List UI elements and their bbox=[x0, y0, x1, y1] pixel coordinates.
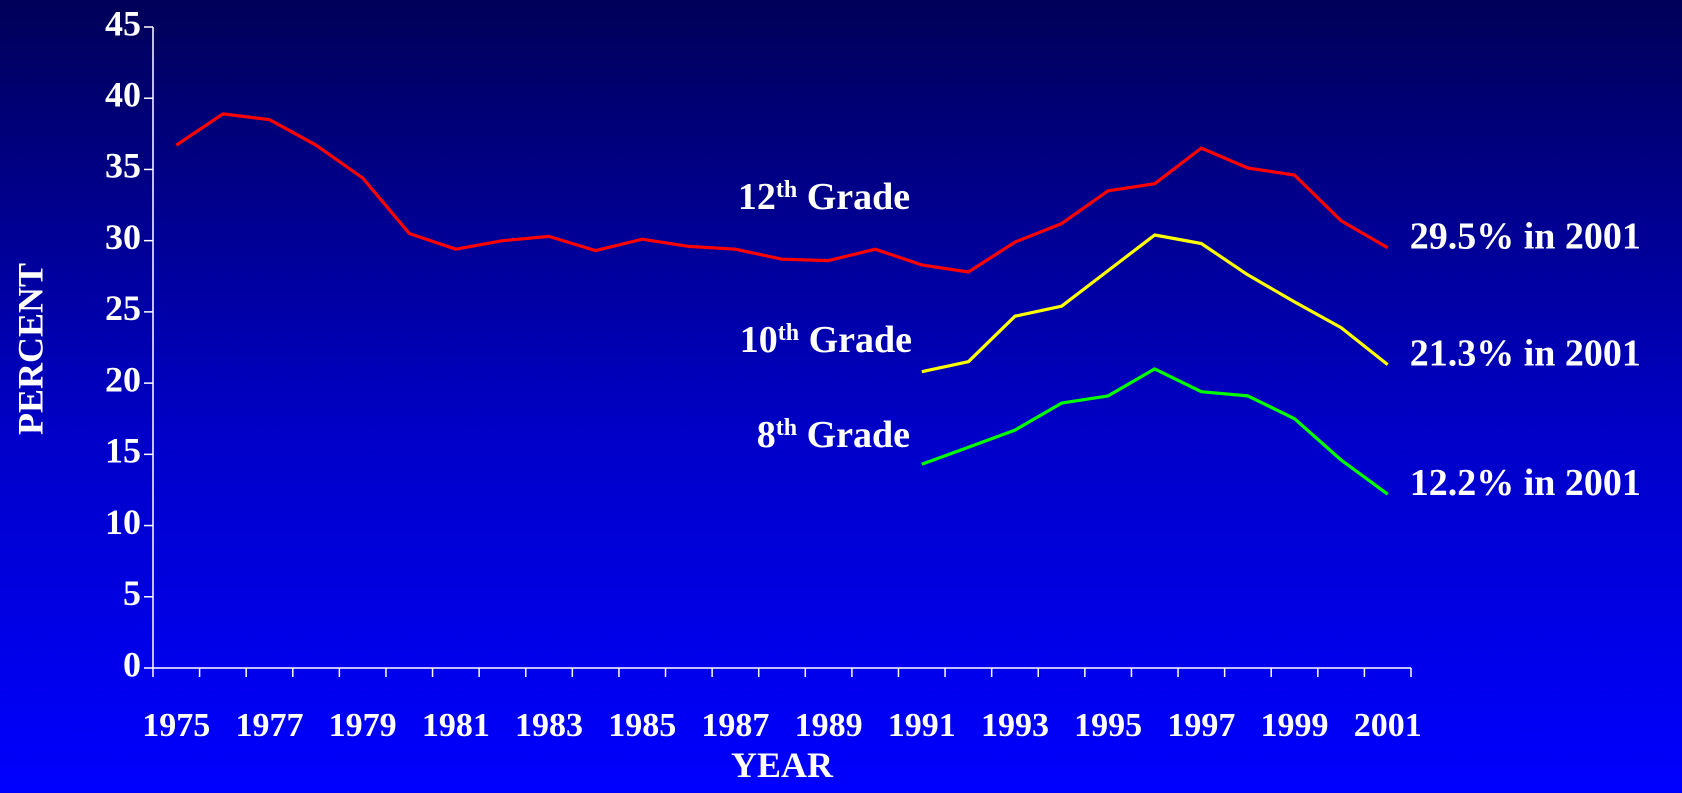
y-tick-label: 10 bbox=[105, 502, 141, 542]
x-tick-label: 1981 bbox=[422, 707, 490, 744]
x-tick-label: 1997 bbox=[1167, 707, 1235, 744]
x-axis-title: YEAR bbox=[731, 745, 834, 785]
x-tick-label: 1975 bbox=[142, 707, 210, 744]
series-label: 8th Grade bbox=[757, 414, 910, 456]
series-line bbox=[921, 367, 1389, 496]
y-tick-label: 35 bbox=[105, 146, 141, 186]
x-tick-label: 1979 bbox=[329, 707, 397, 744]
end-annotation: 12.2% in 2001 bbox=[1410, 462, 1641, 504]
series-line bbox=[921, 233, 1389, 374]
end-annotation: 21.3% in 2001 bbox=[1410, 332, 1641, 374]
x-tick-label: 1991 bbox=[888, 707, 956, 744]
x-tick-label: 1999 bbox=[1261, 707, 1329, 744]
x-tick-label: 2001 bbox=[1354, 707, 1422, 744]
y-tick-label: 20 bbox=[105, 359, 141, 399]
y-axis-title: PERCENT bbox=[10, 263, 50, 435]
series-line bbox=[175, 112, 1389, 274]
y-tick-label: 45 bbox=[105, 3, 141, 43]
y-tick-label: 5 bbox=[123, 573, 141, 613]
x-tick-label: 1989 bbox=[795, 707, 863, 744]
series-label: 12th Grade bbox=[738, 176, 910, 218]
series-label: 10th Grade bbox=[740, 319, 912, 361]
y-tick-label: 15 bbox=[105, 431, 141, 471]
x-tick-label: 1977 bbox=[235, 707, 303, 744]
y-tick-label: 25 bbox=[105, 288, 141, 328]
x-tick-label: 1987 bbox=[701, 707, 769, 744]
x-tick-label: 1983 bbox=[515, 707, 583, 744]
x-tick-label: 1985 bbox=[608, 707, 676, 744]
y-tick-label: 30 bbox=[105, 217, 141, 257]
end-annotation: 29.5% in 2001 bbox=[1410, 216, 1641, 258]
x-tick-label: 1993 bbox=[981, 707, 1049, 744]
x-tick-label: 1995 bbox=[1074, 707, 1142, 744]
y-tick-label: 40 bbox=[105, 74, 141, 114]
y-tick-label: 0 bbox=[123, 644, 141, 684]
